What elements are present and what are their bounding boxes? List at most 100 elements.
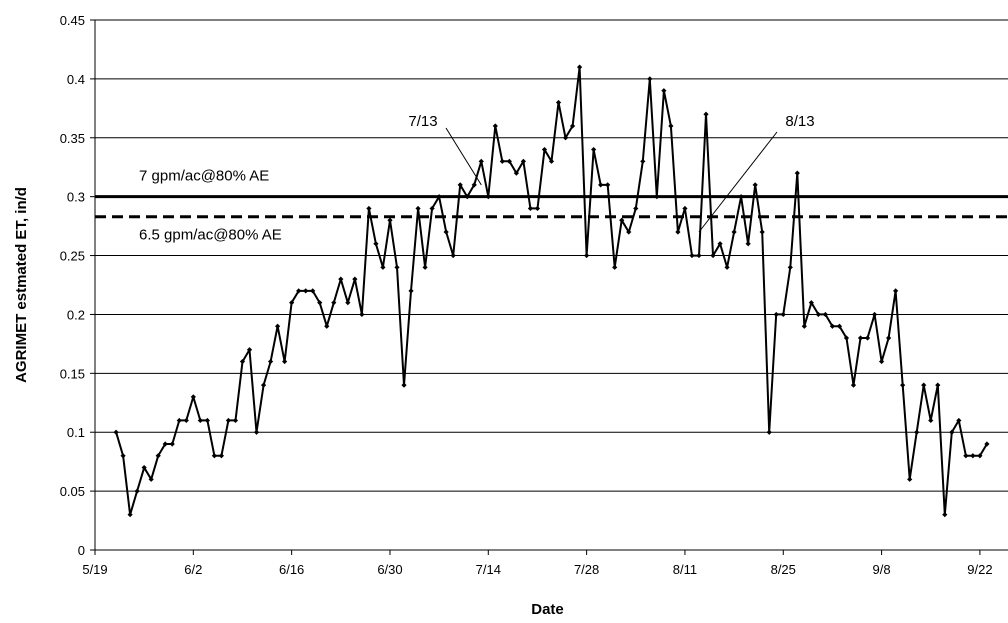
- data-point: [218, 453, 225, 459]
- data-point: [893, 288, 899, 294]
- y-tick-label: 0.3: [67, 190, 85, 205]
- data-point: [935, 382, 941, 388]
- x-tick-label: 8/25: [771, 562, 796, 577]
- data-point: [324, 323, 330, 329]
- data-point: [204, 417, 210, 424]
- data-point: [513, 170, 519, 176]
- data-point: [717, 241, 723, 247]
- y-axis-ticks: 0 0.05 0.1 0.15 0.2 0.25 0.3 0.35 0.4 0.45: [60, 13, 95, 558]
- data-point: [534, 205, 541, 212]
- data-point: [338, 276, 344, 282]
- data-point: [499, 158, 505, 164]
- data-point: [682, 205, 688, 212]
- data-point: [914, 429, 920, 435]
- data-point: [436, 194, 442, 200]
- data-point: [211, 453, 217, 459]
- data-point: [246, 347, 253, 353]
- data-point: [843, 335, 850, 341]
- y-tick-label: 0.45: [60, 13, 85, 28]
- x-tick-label: 6/16: [279, 562, 304, 577]
- data-point: [457, 182, 463, 188]
- data-point: [169, 441, 175, 447]
- data-point: [907, 476, 913, 482]
- data-point: [562, 135, 569, 141]
- data-point: [120, 453, 126, 459]
- data-point: [176, 417, 182, 424]
- data-point: [864, 335, 871, 341]
- data-point: [303, 288, 309, 294]
- x-axis-title: Date: [531, 601, 564, 618]
- axes: [94, 20, 1008, 551]
- data-point: [366, 205, 372, 212]
- data-point: [752, 182, 758, 188]
- series-line: [115, 66, 988, 516]
- x-axis-ticks: 5/19 6/2 6/16 6/30 7/14 7/28 8/11 8/25 9/8 9/22: [82, 550, 993, 577]
- data-point: [232, 417, 239, 424]
- data-point: [422, 264, 428, 270]
- data-point: [928, 417, 934, 424]
- data-point: [780, 311, 786, 318]
- x-tick-label: 5/19: [82, 562, 107, 577]
- data-point: [331, 300, 337, 306]
- data-point: [900, 382, 906, 388]
- data-point: [541, 146, 548, 153]
- data-point: [591, 146, 597, 153]
- data-point: [450, 252, 456, 259]
- data-point: [267, 358, 274, 365]
- data-point: [773, 311, 779, 318]
- reference-line-label: 6.5 gpm/ac@80% AE: [139, 227, 282, 244]
- data-point: [584, 252, 590, 259]
- data-point: [949, 429, 955, 435]
- data-point: [197, 417, 203, 424]
- data-point: [520, 158, 527, 164]
- reference-line-label: 7 gpm/ac@80% AE: [139, 168, 269, 185]
- data-point: [808, 300, 814, 306]
- data-point: [984, 441, 990, 447]
- data-point: [527, 205, 534, 212]
- data-point: [183, 417, 189, 424]
- annotation-label: 7/13: [408, 113, 437, 130]
- data-point: [289, 300, 295, 306]
- data-point: [317, 300, 323, 306]
- annotations: 7/13 8/13: [408, 113, 815, 233]
- data-point: [576, 64, 583, 70]
- data-point: [759, 229, 765, 235]
- x-tick-label: 7/14: [476, 562, 501, 577]
- data-point: [836, 323, 843, 329]
- data-point: [141, 464, 147, 471]
- data-point: [850, 382, 857, 388]
- data-point: [113, 429, 119, 435]
- y-tick-label: 0.4: [67, 72, 85, 87]
- data-point: [668, 123, 674, 129]
- x-tick-label: 9/8: [873, 562, 891, 577]
- x-tick-label: 6/2: [184, 562, 202, 577]
- data-point: [478, 158, 484, 164]
- data-point: [506, 158, 512, 164]
- data-point: [738, 194, 744, 200]
- data-point: [387, 217, 393, 223]
- y-tick-label: 0.15: [60, 366, 85, 381]
- data-point: [675, 229, 681, 235]
- reference-lines: 7 gpm/ac@80% AE 6.5 gpm/ac@80% AE: [95, 168, 1008, 244]
- data-point: [359, 311, 365, 318]
- data-point: [408, 288, 414, 294]
- data-point: [977, 453, 983, 459]
- data-point: [731, 229, 737, 235]
- data-point: [921, 382, 927, 388]
- data-point: [155, 453, 161, 459]
- annotation-label: 8/13: [785, 113, 814, 130]
- data-point: [282, 358, 288, 365]
- y-tick-label: 0.25: [60, 249, 85, 264]
- data-point: [373, 241, 379, 247]
- y-tick-label: 0: [78, 543, 85, 558]
- y-tick-label: 0.05: [60, 484, 85, 499]
- data-point: [956, 417, 962, 424]
- data-point: [633, 205, 639, 212]
- data-point: [162, 441, 168, 447]
- data-point: [548, 158, 555, 164]
- data-point: [661, 88, 667, 94]
- data-point: [253, 429, 260, 435]
- data-point: [394, 264, 400, 270]
- y-tick-label: 0.35: [60, 131, 85, 146]
- data-point: [443, 229, 449, 235]
